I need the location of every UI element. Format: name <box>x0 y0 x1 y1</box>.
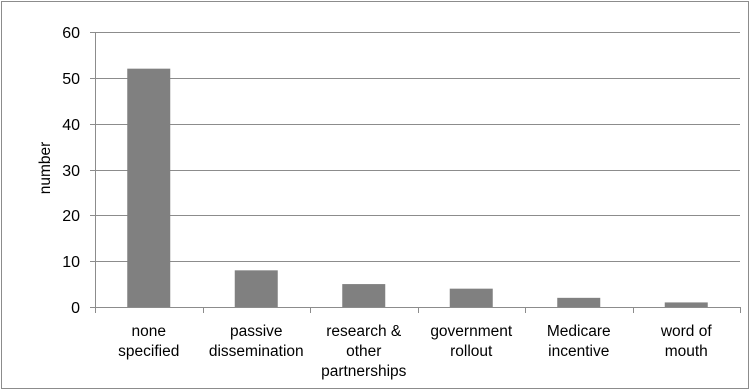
y-tick-label: 60 <box>62 25 80 42</box>
bar <box>557 297 601 307</box>
bar <box>449 288 493 307</box>
y-tick-label: 0 <box>71 300 80 317</box>
y-tick-labels: 0 10 20 30 40 50 60 <box>62 25 80 317</box>
y-tick-label: 20 <box>62 208 80 225</box>
x-category-label: none specified <box>118 323 179 360</box>
x-category-label: word of mouth <box>660 323 713 360</box>
y-tick-label: 30 <box>62 163 80 180</box>
axes <box>90 32 741 313</box>
x-category-label: government rollout <box>430 323 513 360</box>
bars <box>127 68 708 308</box>
bar <box>664 302 708 307</box>
x-category-label: Medicare incentive <box>547 323 611 360</box>
bar <box>342 284 386 307</box>
y-tick-label: 50 <box>62 71 80 88</box>
bar <box>127 68 171 308</box>
x-category-label: research & other partnerships <box>321 323 407 380</box>
y-axis-label: number <box>37 142 54 195</box>
y-tick-label: 10 <box>62 254 80 271</box>
x-category-labels: none specified passive dissemination researc… <box>118 323 712 380</box>
y-tick-label: 40 <box>62 117 80 134</box>
gridlines <box>95 32 740 262</box>
bar <box>234 270 278 307</box>
x-category-label: passive dissemination <box>209 323 304 360</box>
